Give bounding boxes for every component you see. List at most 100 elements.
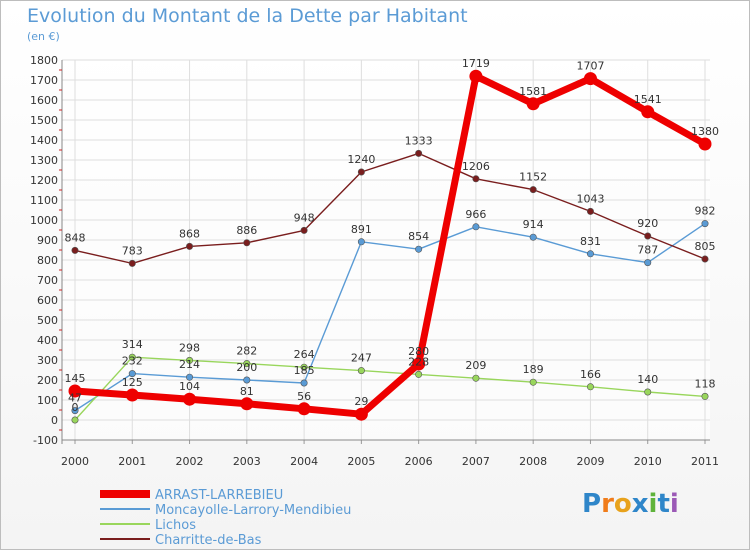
- data-label-2: 228: [408, 355, 429, 368]
- data-label-2: 282: [236, 345, 257, 358]
- series-point-0: [297, 402, 311, 416]
- series-point-0: [354, 407, 368, 421]
- series-point-1: [71, 407, 79, 415]
- x-tick-label: 2011: [691, 455, 719, 468]
- series-point-3: [357, 168, 365, 176]
- data-label-1: 47: [68, 392, 82, 405]
- series-point-1: [186, 373, 194, 381]
- data-label-1: 914: [523, 218, 544, 231]
- logo-letter: i: [669, 489, 679, 519]
- series-point-3: [128, 259, 136, 267]
- series-point-1: [644, 259, 652, 267]
- series-point-2: [415, 370, 423, 378]
- data-label-3: 1043: [576, 192, 604, 205]
- data-label-1: 831: [580, 235, 601, 248]
- series-point-2: [472, 374, 480, 382]
- data-label-0: 29: [354, 395, 368, 408]
- series-point-0: [68, 384, 82, 398]
- x-tick-label: 2004: [290, 455, 318, 468]
- data-label-1: 787: [637, 244, 658, 257]
- data-label-3: 868: [179, 227, 200, 240]
- series-point-0: [641, 105, 655, 119]
- legend-label: ARRAST-LARREBIEU: [155, 488, 283, 503]
- data-label-0: 280: [408, 345, 429, 358]
- series-point-1: [701, 220, 709, 228]
- data-label-3: 783: [122, 244, 143, 257]
- x-tick-label: 2009: [576, 455, 604, 468]
- series-point-2: [586, 383, 594, 391]
- series-point-1: [472, 223, 480, 231]
- plot-area: [62, 60, 710, 440]
- data-label-2: 166: [580, 368, 601, 381]
- legend: ARRAST-LARREBIEUMoncayolle-Larrory-Mendi…: [100, 488, 351, 548]
- y-tick-label: 500: [37, 314, 58, 327]
- data-label-0: 1541: [634, 93, 662, 106]
- data-label-0: 145: [65, 372, 86, 385]
- chart-title: Evolution du Montant de la Dette par Hab…: [27, 5, 468, 27]
- series-point-1: [243, 376, 251, 384]
- data-label-2: 298: [179, 341, 200, 354]
- y-tick-label: 1100: [30, 194, 58, 207]
- x-tick-label: 2008: [519, 455, 547, 468]
- data-label-1: 200: [236, 361, 257, 374]
- x-tick-label: 2006: [405, 455, 433, 468]
- data-label-3: 886: [236, 224, 257, 237]
- y-tick-label: -100: [33, 434, 58, 447]
- logo-letter: P: [582, 489, 602, 519]
- legend-label: Moncayolle-Larrory-Mendibieu: [155, 503, 351, 518]
- series-point-0: [412, 357, 426, 371]
- data-label-3: 1206: [462, 160, 490, 173]
- logo-letter: o: [613, 489, 632, 519]
- y-tick-label: 0: [51, 414, 58, 427]
- y-tick-label: 400: [37, 334, 58, 347]
- data-label-0: 56: [297, 390, 311, 403]
- series-point-1: [586, 250, 594, 258]
- data-label-1: 854: [408, 230, 429, 243]
- axes: -100 0 100 200 300 400 500 600 700 800 900 1000 1100…: [30, 54, 719, 468]
- series-point-3: [186, 242, 194, 250]
- series-line-2: [74, 356, 706, 421]
- chart-subtitle: (en €): [27, 30, 60, 43]
- data-label-2: 118: [695, 377, 716, 390]
- data-label-0: 81: [240, 385, 254, 398]
- series-point-3: [300, 226, 308, 234]
- x-tick-label: 2001: [118, 455, 146, 468]
- data-label-2: 0: [72, 401, 79, 414]
- y-tick-label: 1300: [30, 154, 58, 167]
- data-label-3: 920: [637, 217, 658, 230]
- series-point-1: [357, 238, 365, 246]
- data-label-0: 1719: [462, 57, 490, 70]
- x-tick-label: 2003: [233, 455, 261, 468]
- series-point-3: [472, 175, 480, 183]
- series-point-3: [529, 186, 537, 194]
- data-label-0: 1581: [519, 85, 547, 98]
- legend-label: Charritte-de-Bas: [155, 533, 262, 548]
- logo-letter: t: [657, 489, 670, 519]
- y-tick-label: 700: [37, 274, 58, 287]
- y-tick-label: 1200: [30, 174, 58, 187]
- y-tick-label: 1500: [30, 114, 58, 127]
- series-point-0: [583, 72, 597, 86]
- series-point-3: [415, 149, 423, 157]
- series-line-3: [74, 152, 706, 265]
- y-tick-label: 200: [37, 374, 58, 387]
- series-point-2: [529, 378, 537, 386]
- y-tick-label: 100: [37, 394, 58, 407]
- y-tick-label: 1000: [30, 214, 58, 227]
- data-label-0: 104: [179, 380, 200, 393]
- data-label-3: 948: [294, 211, 315, 224]
- series-point-0: [698, 137, 712, 151]
- legend-label: Lichos: [155, 518, 196, 533]
- data-label-3: 1333: [405, 134, 433, 147]
- series-point-2: [186, 356, 194, 364]
- series-point-0: [183, 392, 197, 406]
- data-label-2: 247: [351, 352, 372, 365]
- y-tick-label: 800: [37, 254, 58, 267]
- series-point-1: [128, 370, 136, 378]
- data-label-0: 1380: [691, 125, 719, 138]
- y-tick-label: 900: [37, 234, 58, 247]
- x-tick-label: 2002: [176, 455, 204, 468]
- x-tick-label: 2007: [462, 455, 490, 468]
- data-label-2: 189: [523, 363, 544, 376]
